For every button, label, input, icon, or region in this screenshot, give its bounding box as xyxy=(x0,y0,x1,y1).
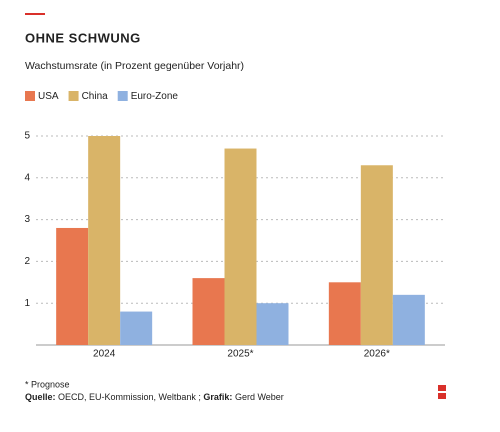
x-tick-label: 2025* xyxy=(227,349,253,360)
logo xyxy=(438,385,446,399)
x-tick-label: 2026* xyxy=(364,349,390,360)
accent-line xyxy=(25,13,45,15)
bar xyxy=(360,165,393,345)
legend-swatch xyxy=(68,91,79,101)
y-tick-label: 4 xyxy=(24,172,30,183)
logo-part xyxy=(438,385,446,391)
legend: USA China Euro-Zone xyxy=(25,91,178,102)
bar xyxy=(256,303,289,345)
y-tick-label: 3 xyxy=(24,214,30,225)
source: OECD, EU-Kommission, Weltbank ; xyxy=(58,392,201,402)
footnote: * Prognose xyxy=(25,379,70,389)
chart-title: OHNE SCHWUNG xyxy=(25,30,141,45)
y-tick-label: 5 xyxy=(24,131,30,142)
graphic: Gerd Weber xyxy=(235,392,284,402)
legend-label: Euro-Zone xyxy=(131,91,179,102)
source-label: Quelle: xyxy=(25,392,56,402)
y-tick-label: 2 xyxy=(24,256,30,267)
bar xyxy=(56,227,89,345)
legend-label: USA xyxy=(38,91,59,102)
legend-swatch xyxy=(25,91,35,101)
legend-swatch xyxy=(117,91,128,101)
legend-label: China xyxy=(82,91,109,102)
chart-subtitle: Wachstumsrate (in Prozent gegenüber Vorj… xyxy=(25,60,244,72)
x-tick-label: 2024 xyxy=(93,349,116,360)
bar xyxy=(192,278,225,345)
graphic-label: Grafik: xyxy=(203,392,232,402)
y-tick-label: 1 xyxy=(24,298,30,309)
source-line: Quelle: OECD, EU-Kommission, Weltbank ; … xyxy=(25,392,284,402)
bar xyxy=(88,136,121,345)
bar xyxy=(392,294,425,345)
bar xyxy=(224,148,257,345)
logo-part xyxy=(438,393,446,399)
bar xyxy=(328,282,361,345)
bar xyxy=(120,311,153,345)
